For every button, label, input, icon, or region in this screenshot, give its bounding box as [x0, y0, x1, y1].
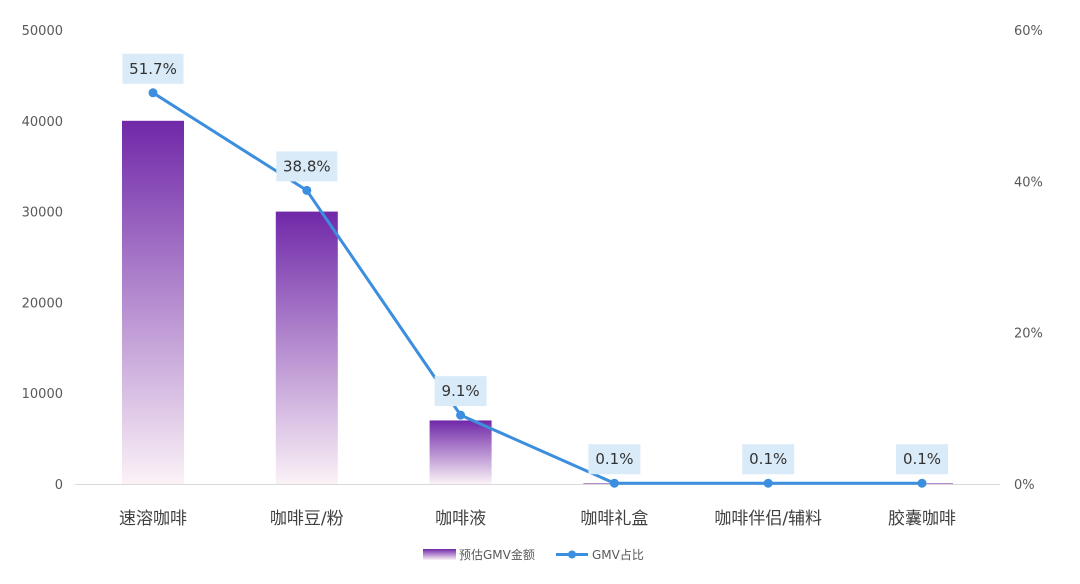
y2-tick-label: 0% [1014, 478, 1035, 493]
gmv-share-line [152, 91, 922, 485]
left-axis: 0 10000 20000 30000 40000 50000 [22, 24, 63, 493]
legend-bar-label: 预估GMV金额 [459, 547, 535, 562]
data-label-box [122, 53, 184, 84]
data-label-box [588, 444, 641, 475]
bar-series [122, 120, 953, 485]
data-label: 51.7% [129, 60, 177, 78]
point [763, 478, 773, 488]
x-tick-label: 咖啡伴侣/辅料 [714, 509, 822, 529]
y-tick-label: 10000 [22, 387, 63, 402]
y-tick-label: 0 [55, 478, 63, 493]
y2-tick-label: 20% [1014, 327, 1043, 342]
data-label: 38.8% [283, 157, 331, 175]
data-label: 0.1% [903, 450, 941, 468]
x-tick-label: 咖啡豆/粉 [270, 509, 344, 529]
data-label-box [896, 444, 948, 475]
y-tick-label: 20000 [22, 296, 63, 311]
y-tick-label: 40000 [22, 115, 63, 130]
y-tick-label: 50000 [22, 24, 63, 39]
point [148, 88, 158, 98]
x-tick-label: 胶囊咖啡 [888, 509, 956, 529]
category-axis: 速溶咖啡 咖啡豆/粉 咖啡液 咖啡礼盒 咖啡伴侣/辅料 胶囊咖啡 [119, 509, 956, 529]
legend: 预估GMV金额 GMV占比 [423, 547, 644, 562]
y-tick-label: 30000 [22, 206, 63, 221]
data-label-box [276, 151, 338, 182]
bar [275, 211, 338, 484]
right-axis: 0% 20% 40% 60% [1014, 24, 1043, 493]
point [917, 478, 927, 488]
bar [429, 420, 492, 484]
legend-line-label: GMV占比 [592, 547, 644, 562]
x-tick-label: 咖啡礼盒 [580, 509, 648, 529]
x-tick-label: 速溶咖啡 [119, 509, 187, 529]
x-tick-label: 咖啡液 [435, 509, 486, 529]
point [456, 410, 466, 420]
y2-tick-label: 60% [1014, 24, 1043, 39]
legend-bar-swatch [423, 549, 456, 560]
data-label: 0.1% [749, 450, 787, 468]
data-label-box [434, 376, 487, 407]
line-series: 51.7% 38.8% 9.1% 0.1% 0.1% 0.1% [122, 53, 948, 488]
y2-tick-label: 40% [1014, 175, 1043, 190]
data-label: 0.1% [595, 450, 633, 468]
bar [122, 120, 184, 485]
data-label: 9.1% [442, 382, 480, 400]
legend-line-marker [568, 550, 576, 559]
data-label-box [742, 444, 795, 475]
point [609, 478, 619, 488]
point [302, 185, 312, 195]
